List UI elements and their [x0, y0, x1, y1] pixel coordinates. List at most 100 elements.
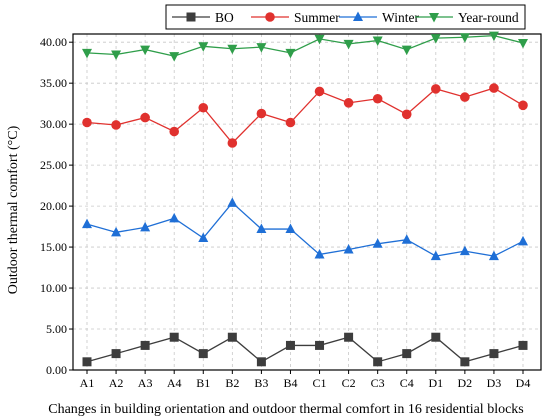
x-tick-label: B3: [254, 376, 268, 390]
x-tick-label: A4: [167, 376, 182, 390]
x-tick-label: D4: [516, 376, 531, 390]
data-point: [372, 93, 383, 104]
data-point: [518, 235, 528, 246]
data-point: [140, 45, 151, 56]
data-point: [256, 43, 267, 53]
data-point: [431, 332, 441, 342]
data-point: [265, 12, 275, 22]
data-point: [431, 84, 441, 94]
data-point: [401, 45, 412, 56]
y-tick-label: 0.00: [46, 363, 67, 377]
data-point: [186, 12, 196, 22]
data-point: [169, 332, 179, 342]
x-tick-label: D3: [487, 376, 502, 390]
series-summer: [82, 83, 528, 148]
data-point: [373, 357, 383, 367]
series-line: [86, 201, 524, 257]
data-point: [82, 48, 92, 59]
data-point: [518, 100, 528, 111]
data-point: [372, 36, 383, 47]
y-tick-label: 5.00: [46, 322, 67, 336]
data-point: [256, 108, 267, 119]
legend-label: Year-round: [458, 10, 519, 25]
data-point: [256, 223, 267, 234]
data-point: [402, 349, 412, 359]
data-point: [198, 349, 208, 359]
x-tick-label: C1: [313, 376, 327, 390]
data-point: [314, 34, 325, 45]
y-tick-label: 25.00: [40, 158, 67, 172]
x-tick-label: D2: [458, 376, 473, 390]
data-point: [140, 221, 151, 232]
data-point: [489, 83, 499, 93]
data-point: [198, 102, 209, 113]
data-point: [111, 120, 121, 130]
y-axis-title: Outdoor thermal comfort (°C): [6, 125, 21, 294]
x-tick-label: D1: [428, 376, 443, 390]
data-point: [111, 349, 121, 359]
data-point: [343, 98, 354, 108]
data-point: [285, 340, 295, 350]
data-point: [198, 42, 209, 52]
axes: 0.00 5.00 10.00 15.00 20.00 25.00 30.00 35.00 40…: [40, 33, 542, 390]
data-point: [82, 117, 92, 128]
data-point: [227, 197, 238, 207]
grid-lines: [73, 34, 541, 371]
data-point: [256, 357, 266, 367]
x-tick-label: A2: [109, 376, 124, 390]
data-point: [227, 332, 237, 342]
data-point: [518, 340, 528, 350]
series-winter: [82, 197, 528, 261]
data-point: [401, 109, 412, 120]
data-point: [198, 232, 209, 243]
data-point: [489, 349, 499, 359]
data-point: [169, 52, 180, 62]
series-bo: [82, 332, 528, 367]
legend: BO Summer Winter Year-round: [165, 4, 526, 30]
data-point: [344, 332, 354, 342]
data-point: [353, 11, 363, 21]
data-point: [460, 92, 470, 102]
data-point: [169, 212, 180, 223]
y-tick-label: 30.00: [40, 117, 67, 131]
legend-label: Summer: [294, 10, 340, 25]
data-point: [82, 218, 92, 229]
series-line: [86, 34, 524, 57]
series-group: [82, 31, 528, 367]
data-point: [285, 223, 296, 234]
data-point: [459, 245, 470, 256]
y-tick-label: 15.00: [40, 240, 67, 254]
series-year-round: [82, 31, 528, 62]
data-point: [372, 238, 383, 248]
data-point: [401, 234, 412, 244]
data-point: [518, 39, 528, 49]
data-point: [82, 357, 92, 367]
legend-label: Winter: [382, 10, 419, 25]
x-tick-label: C4: [400, 376, 414, 390]
data-point: [343, 39, 354, 50]
data-point: [140, 112, 150, 123]
x-tick-label: B1: [196, 376, 210, 390]
legend-label: BO: [215, 10, 234, 25]
data-point: [314, 248, 325, 259]
data-point: [343, 244, 354, 254]
data-point: [227, 138, 238, 148]
x-tick-label: B2: [225, 376, 239, 390]
data-point: [430, 34, 441, 44]
data-point: [315, 340, 325, 350]
x-axis-title: Changes in building orientation and outd…: [48, 402, 524, 417]
data-point: [430, 250, 441, 261]
data-point: [314, 86, 325, 97]
data-point: [488, 31, 499, 42]
data-point: [111, 50, 122, 60]
data-point: [169, 126, 179, 137]
data-point: [460, 357, 470, 367]
data-point: [111, 226, 122, 237]
data-point: [140, 340, 150, 350]
series-line: [86, 336, 524, 363]
data-point: [285, 48, 296, 59]
y-tick-label: 35.00: [40, 76, 67, 90]
plot-frame: [72, 33, 542, 371]
x-tick-label: A1: [80, 376, 95, 390]
